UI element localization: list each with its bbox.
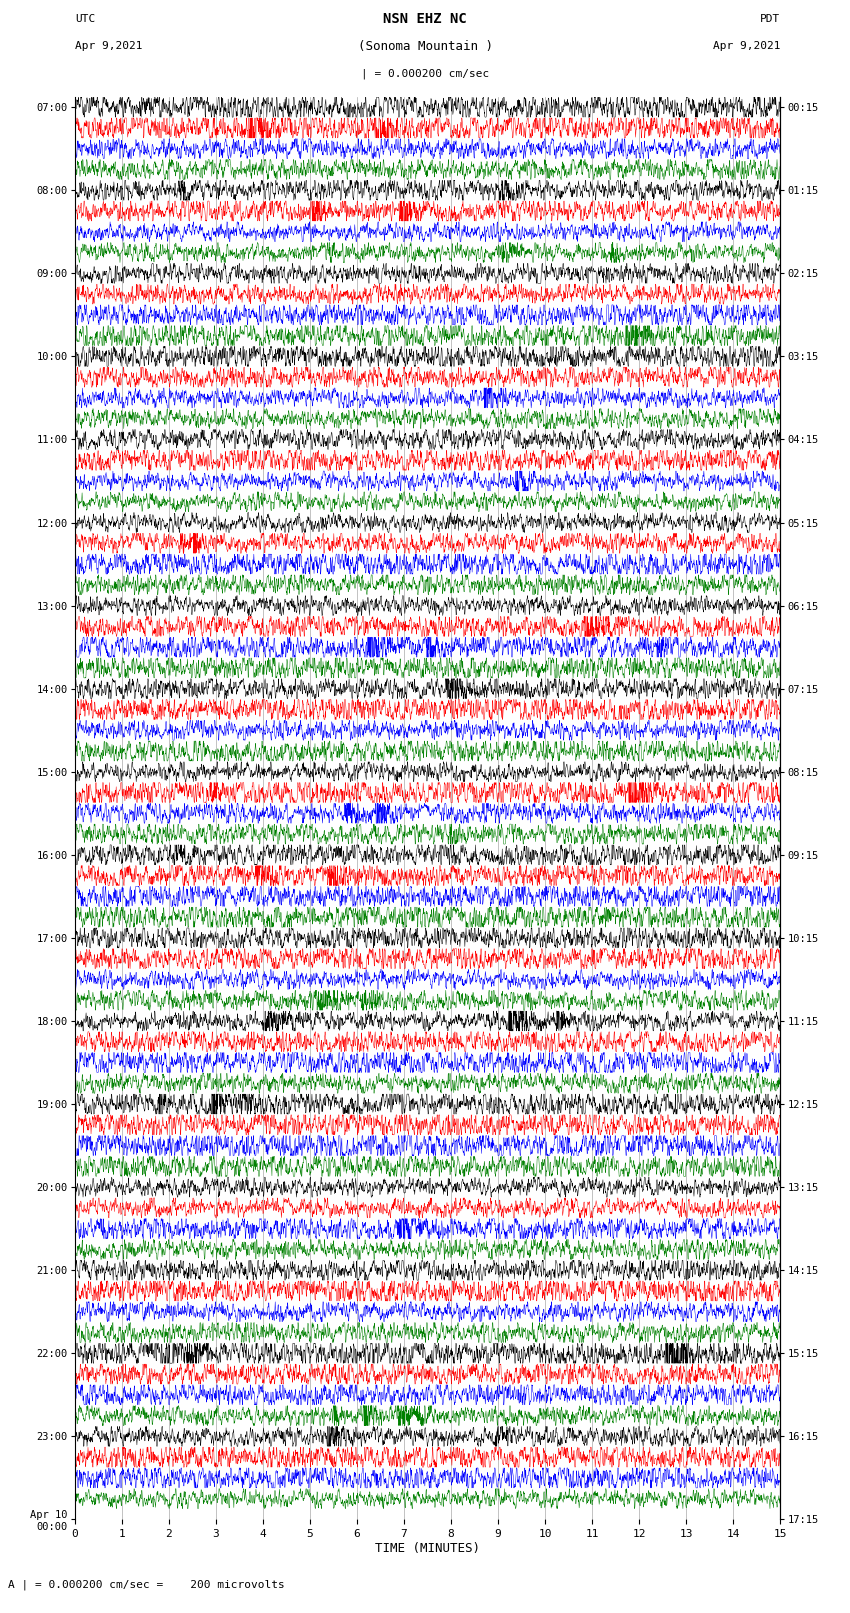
X-axis label: TIME (MINUTES): TIME (MINUTES)	[375, 1542, 480, 1555]
Text: (Sonoma Mountain ): (Sonoma Mountain )	[358, 40, 492, 53]
Text: NSN EHZ NC: NSN EHZ NC	[383, 13, 467, 26]
Text: A | = 0.000200 cm/sec =    200 microvolts: A | = 0.000200 cm/sec = 200 microvolts	[8, 1579, 286, 1590]
Text: PDT: PDT	[760, 15, 780, 24]
Text: Apr 9,2021: Apr 9,2021	[713, 42, 780, 52]
Text: UTC: UTC	[75, 15, 95, 24]
Text: | = 0.000200 cm/sec: | = 0.000200 cm/sec	[361, 68, 489, 79]
Text: Apr 9,2021: Apr 9,2021	[75, 42, 142, 52]
